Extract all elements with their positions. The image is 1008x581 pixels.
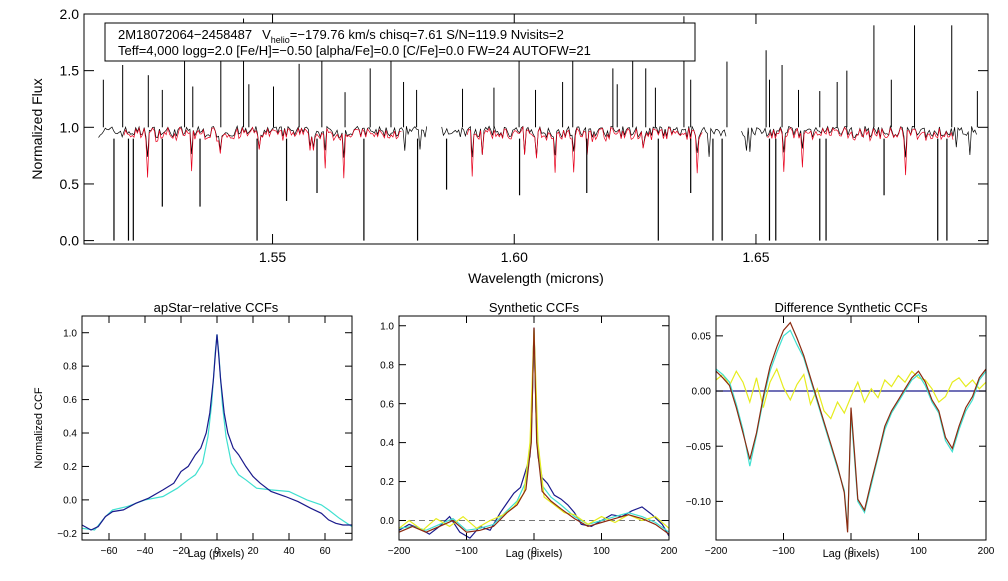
info-v-symbol: V (262, 27, 271, 42)
info-v-subscript: helio (271, 35, 290, 45)
spectrum-ytick-label-4: 2.0 (60, 6, 80, 22)
apstar-ccf-panel: apStar−relative CCFs −60 −40 −20 0 20 40 60 −0.… (33, 300, 353, 560)
spectrum-ytick-label-0: 0.0 (60, 233, 80, 249)
synthetic-ccf-title: Synthetic CCFs (489, 300, 580, 315)
spectrum-xtick-label-0: 1.55 (259, 249, 286, 265)
difference-ccf-xtick-label-2: 0 (848, 546, 854, 557)
spectrum-ytick-label-3: 1.5 (60, 63, 80, 79)
info-star-id: 2M18072064−2458487 (118, 27, 252, 42)
synthetic-ccf-series-brown (398, 327, 670, 535)
apstar-ccf-ytick-label-4: 0.6 (63, 395, 77, 406)
apstar-ccf-ytick-label-0: −0.2 (57, 529, 77, 540)
synthetic-ccf-traces (398, 327, 670, 539)
synthetic-ccf-ytick-label-1: 0.2 (380, 477, 394, 488)
difference-ccf-ytick-label-0: −0.10 (686, 497, 712, 508)
synthetic-ccf-ytick-label-2: 0.4 (380, 438, 394, 449)
spectrum-model-chip-1 (466, 126, 703, 177)
apstar-ccf-ytick-label-5: 0.8 (63, 362, 77, 373)
apstar-ccf-xtick-label-3: 0 (214, 546, 220, 557)
synthetic-ccf-xtick-label-1: −100 (455, 546, 478, 557)
spectrum-model-chip-0 (123, 126, 402, 179)
apstar-ccf-ytick-label-6: 1.0 (63, 328, 77, 339)
spectrum-x-axis-label: Wavelength (microns) (468, 270, 604, 286)
synthetic-ccf-ytick-label-4: 0.8 (380, 360, 394, 371)
difference-ccf-series-brown (715, 321, 987, 533)
spectrum-axis-ticks: 1.55 1.60 1.65 0.0 0.5 1.0 1.5 2.0 (60, 6, 988, 265)
synthetic-ccf-xtick-label-4: 200 (661, 546, 678, 557)
spectrum-xtick-label-2: 1.65 (742, 249, 769, 265)
spectrum-ytick-label-2: 1.0 (60, 119, 80, 135)
apstar-ccf-title: apStar−relative CCFs (154, 300, 279, 315)
apstar-ccf-xtick-label-6: 60 (319, 546, 331, 557)
difference-ccf-x-label: Lag (pixels) (823, 548, 880, 560)
spectrum-ytick-label-1: 0.5 (60, 176, 80, 192)
synthetic-ccf-ytick-label-0: 0.0 (380, 516, 394, 527)
difference-ccf-ytick-label-3: 0.05 (692, 331, 712, 342)
apstar-ccf-xtick-label-1: −40 (137, 546, 154, 557)
apstar-ccf-xtick-label-4: 20 (247, 546, 259, 557)
synthetic-ccf-panel: Synthetic CCFs −200 −100 0 100 200 0.0 0.2 0.4 0… (380, 300, 678, 560)
spectrum-panel: 1.55 1.60 1.65 0.0 0.5 1.0 1.5 2.0 Wavelength (… (29, 6, 989, 286)
difference-ccf-xtick-label-0: −200 (705, 546, 728, 557)
info-line-2: Teff=4,000 logg=2.0 [Fe/H]=−0.50 [alpha/… (118, 43, 591, 58)
apstar-ccf-xtick-label-2: −20 (173, 546, 190, 557)
spectrum-y-axis-label: Normalized Flux (29, 78, 45, 179)
difference-ccf-ticks: −200 −100 0 100 200 −0.10 −0.05 0.00 0.05 (686, 316, 995, 557)
difference-ccf-xtick-label-3: 100 (910, 546, 927, 557)
difference-ccf-series-yellow (715, 367, 987, 420)
difference-ccf-traces (715, 321, 987, 533)
apstar-ccf-ytick-label-1: 0.0 (63, 495, 77, 506)
synthetic-ccf-ytick-label-3: 0.6 (380, 399, 394, 410)
info-v-text: =−179.76 km/s chisq=7.61 S/N=119.9 Nvisi… (290, 27, 564, 42)
difference-ccf-ytick-label-1: −0.05 (686, 442, 712, 453)
difference-ccf-xtick-label-1: −100 (772, 546, 795, 557)
synthetic-ccf-xtick-label-2: 0 (531, 546, 537, 557)
synthetic-ccf-ticks: −200 −100 0 100 200 0.0 0.2 0.4 0.6 0.8 1.0 (380, 316, 678, 557)
synthetic-ccf-xtick-label-3: 100 (593, 546, 610, 557)
apstar-ccf-xtick-label-0: −60 (101, 546, 118, 557)
synthetic-ccf-ytick-label-5: 1.0 (380, 321, 394, 332)
apstar-ccf-ytick-label-2: 0.2 (63, 462, 77, 473)
difference-ccf-xtick-label-4: 200 (978, 546, 995, 557)
spectrum-xtick-label-1: 1.60 (501, 249, 528, 265)
apstar-ccf-ytick-label-3: 0.4 (63, 429, 77, 440)
apstar-ccf-traces (81, 334, 353, 531)
apstar-ccf-xtick-label-5: 40 (283, 546, 295, 557)
synthetic-ccf-x-label: Lag (pixels) (506, 548, 563, 560)
spectrum-plot-frame (83, 13, 989, 245)
difference-ccf-ytick-label-2: 0.00 (692, 387, 712, 398)
spectrum-model-chip-2 (766, 126, 954, 176)
synthetic-ccf-xtick-label-0: −200 (388, 546, 411, 557)
difference-ccf-panel: Difference Synthetic CCFs −200 −100 0 100 20… (686, 300, 995, 560)
info-line-1: 2M18072064−2458487 Vhelio=−179.76 km/s ch… (118, 27, 564, 45)
info-box (104, 22, 696, 62)
apstar-ccf-x-label: Lag (pixels) (188, 548, 245, 560)
apstar-ccf-series-navy (81, 334, 352, 531)
apstar-ccf-y-label: Normalized CCF (33, 387, 45, 469)
difference-ccf-title: Difference Synthetic CCFs (775, 300, 928, 315)
apstar-ccf-ticks: −60 −40 −20 0 20 40 60 −0.2 0.0 0.2 0.4 0.6 0.8 1.0 (57, 316, 352, 557)
